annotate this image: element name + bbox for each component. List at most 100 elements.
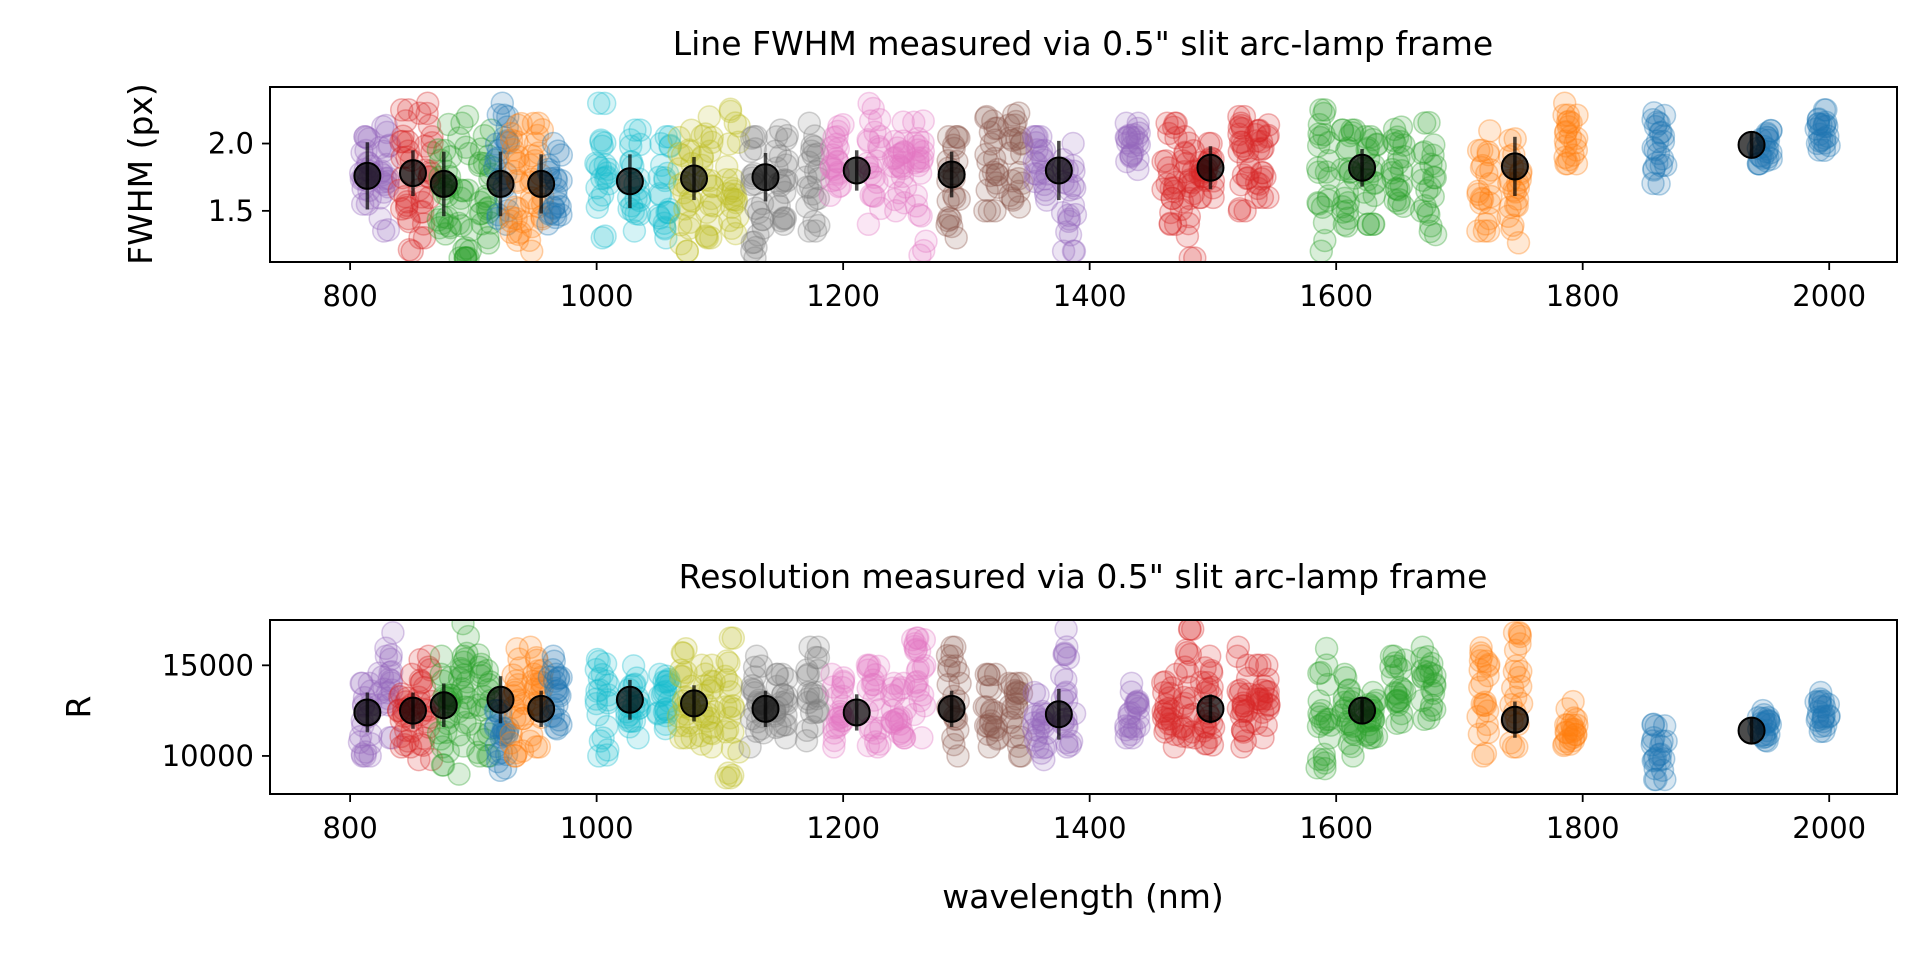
resolution-data-point: [350, 744, 375, 768]
fwhm-x-tick-label: 2000: [1792, 279, 1866, 313]
fwhm-data-point: [803, 219, 828, 243]
resolution-data-point: [1189, 670, 1214, 694]
resolution-data-point: [716, 761, 741, 785]
fwhm-data-point: [1413, 194, 1437, 218]
resolution-data-point: [489, 722, 514, 747]
fwhm-data-point: [1230, 116, 1255, 141]
fwhm-data-point: [694, 224, 719, 249]
resolution-data-point: [1473, 690, 1497, 715]
fwhm-data-point: [549, 143, 574, 167]
resolution-data-point: [1231, 694, 1255, 718]
resolution-data-point: [1056, 646, 1081, 670]
fwhm-data-point: [1476, 140, 1500, 164]
fwhm-data-point: [763, 139, 788, 164]
fwhm-data-point: [486, 206, 510, 230]
resolution-data-point: [353, 740, 378, 764]
fwhm-data-point: [1477, 191, 1502, 215]
fwhm-data-point: [892, 140, 916, 165]
resolution-data-point: [1157, 712, 1182, 736]
resolution-data-point: [1032, 747, 1056, 772]
resolution-data-point: [1171, 717, 1196, 741]
resolution-data-point: [975, 675, 1000, 699]
fwhm-data-point: [505, 228, 530, 252]
fwhm-data-point: [1033, 178, 1058, 202]
fwhm-data-point: [653, 166, 677, 190]
fwhm-data-point: [495, 115, 520, 139]
fwhm-data-point: [1814, 98, 1838, 122]
resolution-data-point: [693, 662, 718, 686]
fwhm-data-point: [1057, 209, 1081, 234]
resolution-x-tick-label: 1000: [560, 811, 634, 845]
fwhm-data-point: [446, 196, 470, 221]
fwhm-data-point: [538, 200, 563, 225]
fwhm-data-point: [1356, 212, 1381, 237]
resolution-data-point: [438, 665, 463, 690]
resolution-data-point: [1235, 666, 1260, 691]
resolution-data-point: [863, 730, 888, 754]
fwhm-data-point: [905, 134, 930, 158]
resolution-data-point: [983, 662, 1008, 687]
resolution-data-point: [668, 664, 693, 688]
fwhm-data-point: [1230, 130, 1254, 154]
fwhm-data-point: [947, 187, 971, 211]
resolution-data-point: [537, 665, 562, 689]
resolution-data-point: [1467, 722, 1492, 747]
fwhm-scatter-points: [348, 91, 1841, 262]
resolution-data-point: [1642, 747, 1667, 772]
fwhm-data-point: [654, 125, 678, 149]
resolution-data-point: [450, 677, 474, 701]
resolution-data-point: [648, 662, 672, 687]
resolution-data-point: [549, 665, 573, 690]
resolution-data-point: [906, 657, 931, 681]
fwhm-data-point: [543, 205, 568, 230]
fwhm-data-point: [679, 118, 704, 142]
resolution-data-point: [621, 654, 646, 678]
resolution-data-point: [903, 638, 928, 663]
resolution-data-point: [431, 753, 456, 777]
resolution-data-point: [548, 683, 572, 708]
resolution-data-point: [774, 712, 798, 737]
resolution-data-point: [718, 706, 742, 730]
fwhm-data-point: [511, 210, 535, 234]
fwhm-data-point: [648, 206, 672, 230]
fwhm-data-point: [652, 215, 677, 240]
fwhm-data-point: [519, 239, 544, 262]
fwhm-data-point: [1553, 145, 1577, 170]
resolution-data-point: [1356, 722, 1381, 746]
fwhm-data-point: [1051, 239, 1076, 262]
fwhm-data-point: [506, 144, 530, 169]
resolution-data-point: [1022, 717, 1046, 742]
resolution-data-point: [1415, 660, 1440, 684]
fwhm-data-point: [936, 208, 960, 233]
fwhm-data-point: [702, 194, 726, 218]
fwhm-data-point: [826, 137, 851, 161]
fwhm-data-point: [495, 130, 519, 154]
fwhm-data-point: [1651, 129, 1676, 154]
resolution-data-point: [1022, 680, 1047, 705]
resolution-data-point: [890, 676, 914, 700]
fwhm-data-point: [694, 223, 718, 248]
fwhm-data-point: [1156, 156, 1181, 180]
resolution-data-point: [1173, 655, 1197, 679]
fwhm-data-point: [587, 188, 612, 212]
resolution-data-point: [451, 620, 475, 636]
resolution-data-point: [1388, 685, 1412, 710]
resolution-data-point: [1183, 726, 1207, 750]
resolution-data-point: [1805, 708, 1830, 733]
resolution-data-point: [1232, 694, 1256, 718]
resolution-data-point: [379, 671, 403, 695]
fwhm-data-point: [593, 224, 617, 248]
resolution-data-point: [1813, 713, 1838, 738]
fwhm-data-point: [1117, 124, 1142, 149]
fwhm-data-point: [1412, 140, 1437, 164]
fwhm-data-point: [521, 111, 546, 136]
resolution-data-point: [908, 688, 932, 713]
resolution-data-point: [646, 700, 670, 725]
resolution-data-point: [1117, 702, 1141, 726]
resolution-data-point: [477, 744, 502, 768]
resolution-data-point: [586, 703, 610, 727]
resolution-data-point: [1059, 729, 1084, 754]
fwhm-data-point: [945, 125, 970, 149]
resolution-data-point: [884, 707, 909, 732]
resolution-data-point: [1379, 655, 1403, 679]
